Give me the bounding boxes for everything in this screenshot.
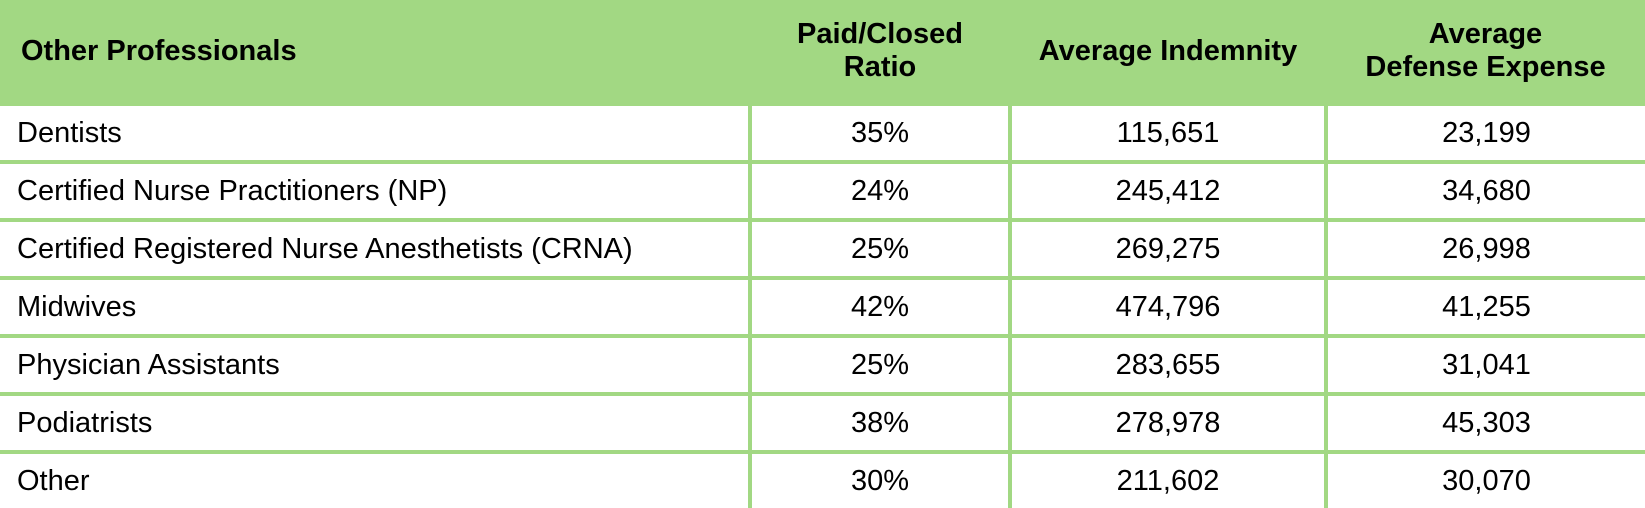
cell-profession: Other — [0, 450, 752, 508]
header-other-professionals: Other Professionals — [0, 0, 750, 104]
cell-average-indemnity: 115,651 — [1008, 102, 1328, 164]
cell-paid-closed-ratio: 24% — [748, 160, 1012, 222]
cell-profession: Podiatrists — [0, 392, 752, 454]
cell-average-defense-expense: 41,255 — [1324, 276, 1645, 338]
cell-paid-closed-ratio: 42% — [748, 276, 1012, 338]
cell-paid-closed-ratio: 25% — [748, 334, 1012, 396]
cell-average-defense-expense: 34,680 — [1324, 160, 1645, 222]
header-average-defense-expense-line2: Defense Expense — [1365, 51, 1606, 83]
cell-profession: Certified Registered Nurse Anesthetists … — [0, 218, 752, 280]
cell-average-indemnity: 283,655 — [1008, 334, 1328, 396]
cell-profession: Midwives — [0, 276, 752, 338]
table-row: Certified Registered Nurse Anesthetists … — [0, 218, 1645, 280]
cell-average-indemnity: 211,602 — [1008, 450, 1328, 508]
cell-average-indemnity: 278,978 — [1008, 392, 1328, 454]
cell-average-indemnity: 245,412 — [1008, 160, 1328, 222]
cell-paid-closed-ratio: 30% — [748, 450, 1012, 508]
cell-average-defense-expense: 26,998 — [1324, 218, 1645, 280]
cell-average-indemnity: 269,275 — [1008, 218, 1328, 280]
table-row: Certified Nurse Practitioners (NP) 24% 2… — [0, 160, 1645, 222]
header-average-defense-expense-line1: Average — [1428, 18, 1543, 50]
cell-paid-closed-ratio: 38% — [748, 392, 1012, 454]
table-row: Midwives 42% 474,796 41,255 — [0, 276, 1645, 338]
header-row: Other Professionals Paid/Closed Ratio Av… — [0, 0, 1645, 104]
cell-average-defense-expense: 31,041 — [1324, 334, 1645, 396]
table-row: Dentists 35% 115,651 23,199 — [0, 102, 1645, 164]
cell-average-defense-expense: 30,070 — [1324, 450, 1645, 508]
header-paid-closed-ratio-line1: Paid/Closed — [797, 18, 963, 50]
cell-paid-closed-ratio: 25% — [748, 218, 1012, 280]
header-average-defense-expense: Average Defense Expense — [1326, 0, 1645, 104]
header-average-indemnity: Average Indemnity — [1010, 0, 1326, 104]
cell-average-defense-expense: 45,303 — [1324, 392, 1645, 454]
cell-profession: Physician Assistants — [0, 334, 752, 396]
cell-average-defense-expense: 23,199 — [1324, 102, 1645, 164]
cell-profession: Dentists — [0, 102, 752, 164]
header-paid-closed-ratio-line2: Ratio — [843, 51, 917, 83]
cell-paid-closed-ratio: 35% — [748, 102, 1012, 164]
table-row: Other 30% 211,602 30,070 — [0, 450, 1645, 508]
header-paid-closed-ratio: Paid/Closed Ratio — [750, 0, 1010, 104]
cell-profession: Certified Nurse Practitioners (NP) — [0, 160, 752, 222]
cell-average-indemnity: 474,796 — [1008, 276, 1328, 338]
table-row: Podiatrists 38% 278,978 45,303 — [0, 392, 1645, 454]
table-row: Physician Assistants 25% 283,655 31,041 — [0, 334, 1645, 396]
